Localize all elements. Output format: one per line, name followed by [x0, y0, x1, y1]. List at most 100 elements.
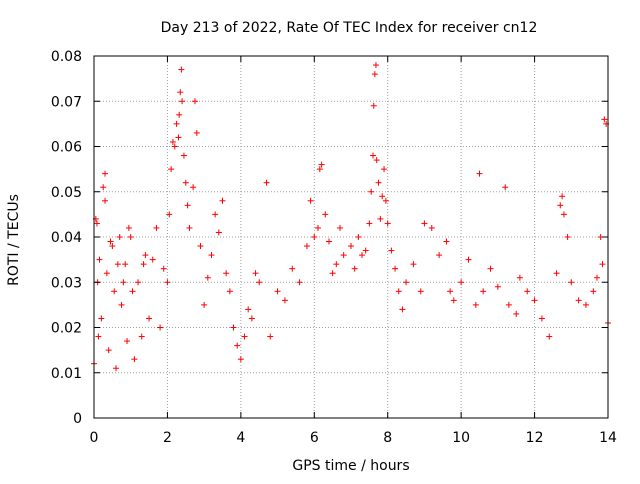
data-point — [234, 342, 241, 349]
data-point — [487, 265, 494, 272]
data-point — [114, 261, 121, 268]
data-point — [142, 252, 149, 259]
y-tick-label: 0.05 — [51, 185, 82, 201]
data-point — [176, 111, 183, 118]
data-point — [368, 188, 375, 195]
data-point — [201, 301, 208, 308]
data-point — [359, 252, 366, 259]
data-point — [318, 161, 325, 168]
data-point — [575, 297, 582, 304]
data-point — [237, 356, 244, 363]
data-point — [160, 265, 167, 272]
data-point — [169, 138, 176, 145]
data-point — [465, 256, 472, 263]
data-point — [164, 279, 171, 286]
data-point — [314, 224, 321, 231]
data-point — [502, 184, 509, 191]
data-point — [568, 279, 575, 286]
data-point — [379, 193, 386, 200]
data-point — [355, 234, 362, 240]
data-point — [372, 62, 379, 69]
data-point — [289, 265, 296, 272]
data-point — [560, 211, 567, 218]
data-point — [193, 129, 200, 136]
data-point — [109, 243, 116, 250]
data-point — [166, 211, 173, 218]
y-tick-label: 0.02 — [51, 321, 82, 337]
data-point — [384, 220, 391, 227]
chart-title: Day 213 of 2022, Rate Of TEC Index for r… — [161, 20, 538, 36]
data-point — [516, 274, 523, 281]
data-point — [382, 197, 389, 204]
data-point — [447, 288, 454, 295]
data-point — [436, 252, 443, 259]
data-point — [186, 224, 193, 231]
data-point — [322, 211, 329, 218]
data-point — [311, 234, 318, 240]
data-point — [182, 179, 189, 186]
data-point — [122, 261, 129, 268]
data-point — [180, 152, 187, 159]
data-point — [395, 288, 402, 295]
y-tick-label: 0.01 — [51, 366, 82, 382]
data-point — [175, 134, 182, 141]
data-point — [476, 170, 483, 177]
data-point — [173, 120, 180, 127]
data-point — [204, 274, 211, 281]
data-point — [371, 71, 378, 78]
data-point — [116, 234, 123, 240]
data-point — [124, 338, 131, 345]
data-point — [212, 211, 219, 218]
y-tick-label: 0.04 — [51, 230, 82, 246]
data-point — [601, 116, 608, 123]
data-point — [348, 243, 354, 250]
data-point — [248, 315, 255, 322]
data-point — [480, 288, 487, 295]
data-point — [370, 102, 377, 109]
data-point — [178, 66, 185, 73]
x-tick-label: 14 — [599, 430, 617, 446]
x-tick-label: 6 — [310, 430, 319, 446]
data-point — [553, 270, 560, 277]
data-point — [403, 279, 410, 286]
data-point — [351, 265, 358, 272]
data-point — [375, 179, 382, 186]
data-point — [373, 157, 380, 164]
data-point — [538, 315, 545, 322]
x-tick-label: 2 — [163, 430, 172, 446]
data-point — [208, 252, 215, 259]
y-tick-label: 0 — [73, 411, 82, 427]
data-point — [241, 333, 248, 340]
data-point — [377, 215, 384, 222]
data-point — [215, 229, 222, 236]
data-point — [129, 288, 136, 295]
data-point — [140, 261, 147, 268]
data-point — [267, 333, 274, 340]
data-point — [388, 247, 395, 254]
data-point — [149, 256, 156, 263]
data-point — [102, 170, 109, 177]
data-point — [96, 256, 103, 263]
data-point — [157, 324, 164, 331]
data-point — [546, 333, 553, 340]
data-point — [303, 243, 310, 250]
data-point — [100, 184, 107, 191]
y-tick-label: 0.07 — [51, 94, 82, 110]
data-point — [223, 270, 230, 277]
data-point — [392, 265, 399, 272]
data-point — [417, 288, 424, 295]
data-point — [336, 224, 343, 231]
data-point — [340, 252, 347, 259]
data-point — [325, 238, 332, 245]
x-tick-label: 8 — [383, 430, 392, 446]
data-point — [256, 279, 263, 286]
data-point — [113, 365, 120, 372]
x-tick-label: 0 — [90, 430, 99, 446]
x-axis-label: GPS time / hours — [292, 458, 409, 474]
data-point — [599, 261, 606, 268]
data-point — [103, 270, 110, 277]
data-point — [179, 98, 186, 105]
y-axis-label: ROTI / TECUs — [6, 194, 22, 286]
data-point — [513, 310, 520, 317]
